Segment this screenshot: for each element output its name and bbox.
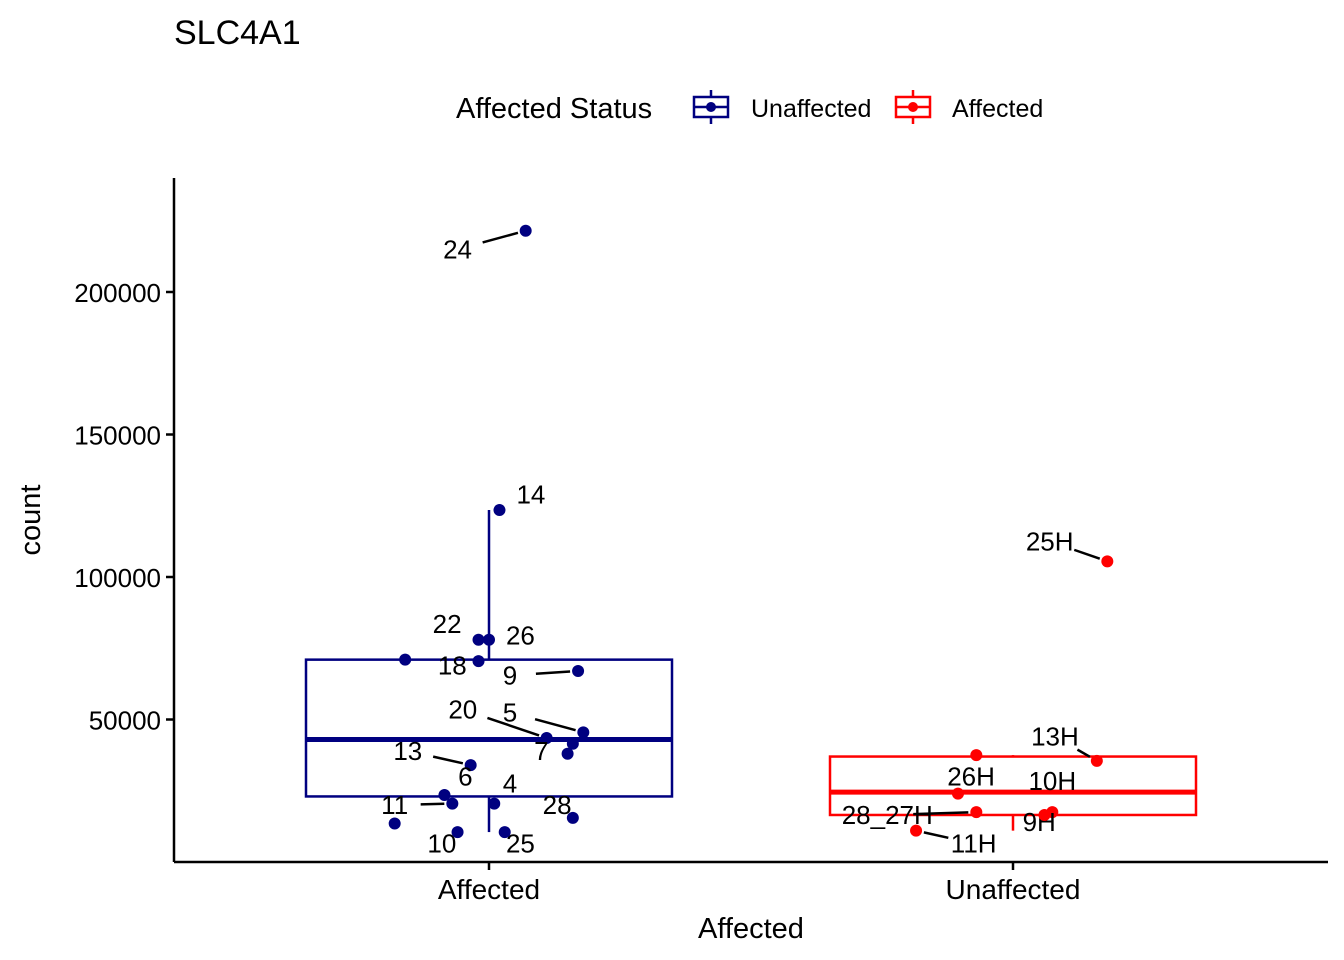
data-point [951,787,964,800]
data-point [464,759,477,772]
point-label: 18 [438,650,467,680]
legend-key-affected [894,90,932,124]
data-point [572,665,585,678]
axes: 50000 100000 150000 200000 Affected Unaffecte… [74,278,1080,905]
point-label: 9 [503,660,517,690]
point-label: 9H [1023,807,1056,837]
legend-label-affected: Affected [952,95,1043,123]
point-label: 28_27H [842,800,933,830]
point-label: 14 [516,479,545,509]
point-label: 10H [1028,766,1076,796]
data-point [1101,555,1114,568]
data-point [493,504,506,517]
label-leader-line [487,716,540,737]
data-point [540,732,553,745]
x-tick-label: Unaffected [946,874,1081,905]
point-label: 10 [427,828,456,858]
y-axis-title: count [15,485,47,556]
y-tick-label: 150000 [74,421,161,451]
box-rect [304,658,674,798]
box-unaffected [828,755,1198,831]
data-point [566,737,579,750]
point-label: 11H [951,828,997,858]
label-leader-line [420,802,445,806]
data-point [483,633,495,646]
point-label: 26H [947,762,995,792]
data-point [566,811,579,824]
label-leader-line [534,717,576,732]
point-label: 4 [503,769,517,799]
data-point [488,797,501,810]
x-axis-title: Affected [698,913,804,945]
data-point [399,653,412,666]
point-label: 20 [448,695,477,725]
legend: Affected Status Unaffected Affected [456,90,1043,125]
label-leader-line [432,755,464,765]
legend-label-unaffected: Unaffected [751,95,871,123]
point-label: 6 [458,762,472,792]
legend-title: Affected Status [456,93,652,125]
point-label: 28 [543,790,572,820]
data-point [451,826,464,839]
point-label: 13 [393,736,422,766]
point-label: 5 [503,697,517,727]
point-label: 25 [506,828,535,858]
label-leader-line [1076,748,1091,758]
label-leader-line [1073,548,1101,560]
data-point [472,655,485,668]
point-label: 24 [443,234,472,264]
label-leader-line [913,811,969,816]
point-label: 7 [534,736,548,766]
data-point [446,797,459,810]
x-tick-label: Affected [438,874,540,905]
data-point [1038,808,1051,821]
point-label: 22 [433,609,462,639]
data-point [388,817,401,830]
data-point [438,789,451,802]
data-point [1090,754,1103,767]
data-point [472,633,485,646]
data-point [577,726,590,739]
label-leader-line [535,670,571,675]
box-rect [828,755,1198,817]
data-point [970,806,983,819]
box-affected [304,510,674,833]
label-leader-line [923,831,949,840]
y-tick-label: 50000 [89,706,161,736]
label-leader-line [482,231,519,244]
point-label: 26 [506,620,535,650]
y-tick-label: 100000 [74,563,161,593]
data-point [519,224,532,237]
data-point [970,749,983,762]
point-label: 11 [381,790,408,820]
legend-key-unaffected [692,90,730,124]
data-point [910,824,923,837]
plot-area: 24 14 22 26 18 9 20 57 13 6 4 28 11 25 10 25H 13H 26H 10H 9… [304,224,1198,858]
chart-title: SLC4A1 [174,14,301,52]
y-tick-label: 200000 [74,278,161,308]
point-label: 25H [1026,526,1074,556]
data-point [561,747,574,760]
data-point [498,826,511,839]
point-label: 13H [1031,722,1079,752]
